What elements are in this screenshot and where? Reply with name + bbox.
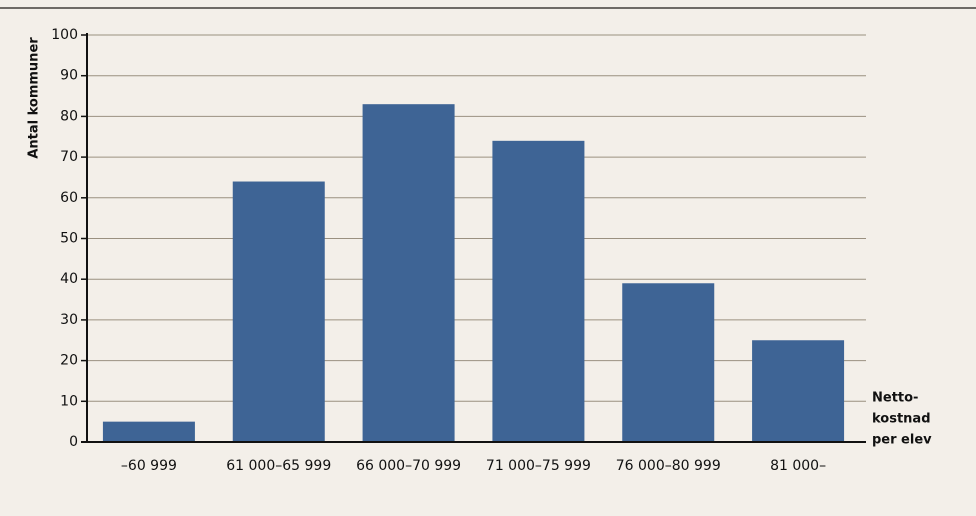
x-tick-label: 81 000–	[770, 458, 826, 474]
bar	[102, 421, 195, 442]
x-tick-label: 66 000–70 999	[356, 458, 461, 474]
x-axis-label: Netto-	[872, 391, 918, 406]
x-tick-label: 76 000–80 999	[616, 458, 721, 474]
y-tick-label: 80	[60, 108, 78, 124]
x-tick-label: 71 000–75 999	[486, 458, 591, 474]
bar	[232, 181, 325, 442]
y-tick-label: 20	[60, 353, 78, 369]
y-tick-label: 60	[60, 190, 78, 206]
top-rule	[0, 7, 976, 9]
bar	[492, 140, 585, 442]
y-tick-label: 0	[69, 434, 78, 450]
bar	[362, 104, 455, 442]
y-tick-label: 10	[60, 393, 78, 409]
y-tick-label: 50	[60, 231, 78, 247]
y-tick-label: 90	[60, 68, 78, 84]
y-tick-label: 70	[60, 149, 78, 165]
y-tick-label: 40	[60, 271, 78, 287]
x-axis-label: per elev	[872, 433, 932, 448]
y-axis-label: Antal kommuner	[27, 37, 42, 159]
x-axis-label: kostnad	[872, 412, 931, 427]
bar	[622, 283, 715, 442]
x-tick-label: –60 999	[121, 458, 177, 474]
y-tick-label: 30	[60, 312, 78, 328]
y-tick-label: 100	[51, 27, 78, 43]
bar	[752, 340, 845, 442]
x-tick-label: 61 000–65 999	[226, 458, 331, 474]
